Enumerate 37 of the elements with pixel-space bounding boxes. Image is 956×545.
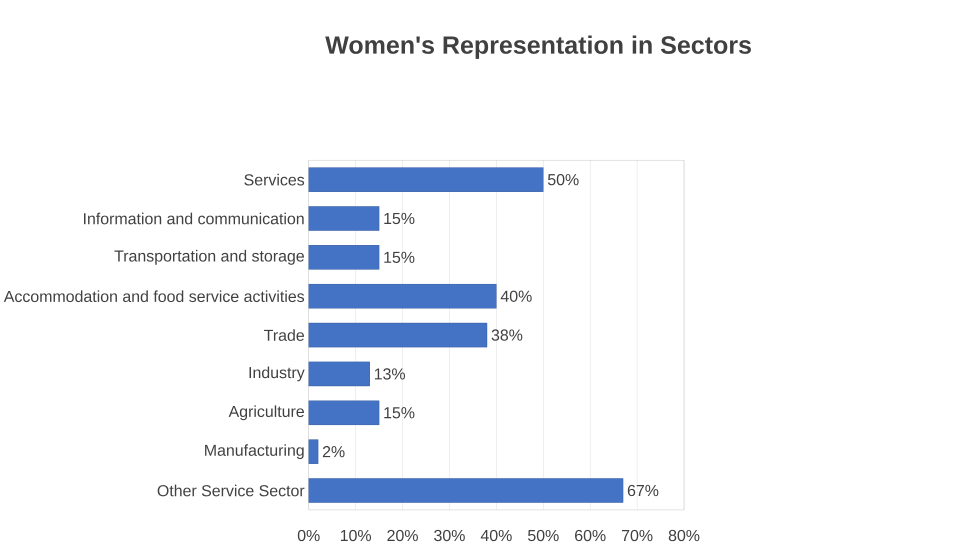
data-label: 15%	[384, 252, 414, 263]
y-tick-label: Services	[244, 174, 304, 186]
x-tick-label: 10%	[340, 530, 371, 542]
data-label: 15%	[384, 407, 414, 418]
y-tick-label: Information and communication	[84, 212, 304, 224]
y-tick-label: Accommodation and food service activities	[4, 290, 304, 302]
y-tick-label: Agriculture	[228, 405, 304, 420]
x-tick-label: 40%	[480, 530, 512, 542]
x-tick-label: 70%	[622, 530, 652, 542]
y-tick-label: Transportation and storage	[114, 250, 304, 265]
bar	[308, 439, 318, 464]
data-label: 67%	[628, 484, 658, 496]
bar	[308, 245, 380, 270]
bar	[308, 362, 370, 386]
data-label: 2%	[322, 446, 345, 458]
bar	[308, 322, 488, 348]
data-label: 38%	[492, 329, 522, 341]
data-label: 50%	[548, 174, 579, 186]
y-tick-label: Manufacturing	[205, 444, 304, 460]
y-tick-label: Other Service Sector	[158, 484, 304, 496]
data-label: 40%	[500, 290, 532, 302]
x-tick-label: 30%	[434, 530, 465, 542]
data-label: 13%	[374, 368, 406, 380]
bar	[308, 167, 544, 192]
data-label: 15%	[384, 212, 414, 224]
bar	[308, 400, 380, 426]
y-tick-label: Trade	[264, 329, 304, 341]
bar	[308, 284, 497, 309]
x-tick-label: 80%	[668, 530, 700, 542]
x-tick-label: 50%	[528, 530, 559, 542]
chart-title: Women's Representation in Sectors	[325, 36, 751, 59]
bar	[308, 206, 380, 231]
y-tick-label: Industry	[250, 366, 305, 382]
bar	[308, 478, 624, 503]
x-tick-label: 0%	[298, 530, 320, 542]
x-tick-label: 60%	[575, 530, 606, 542]
x-tick-label: 20%	[387, 530, 418, 542]
